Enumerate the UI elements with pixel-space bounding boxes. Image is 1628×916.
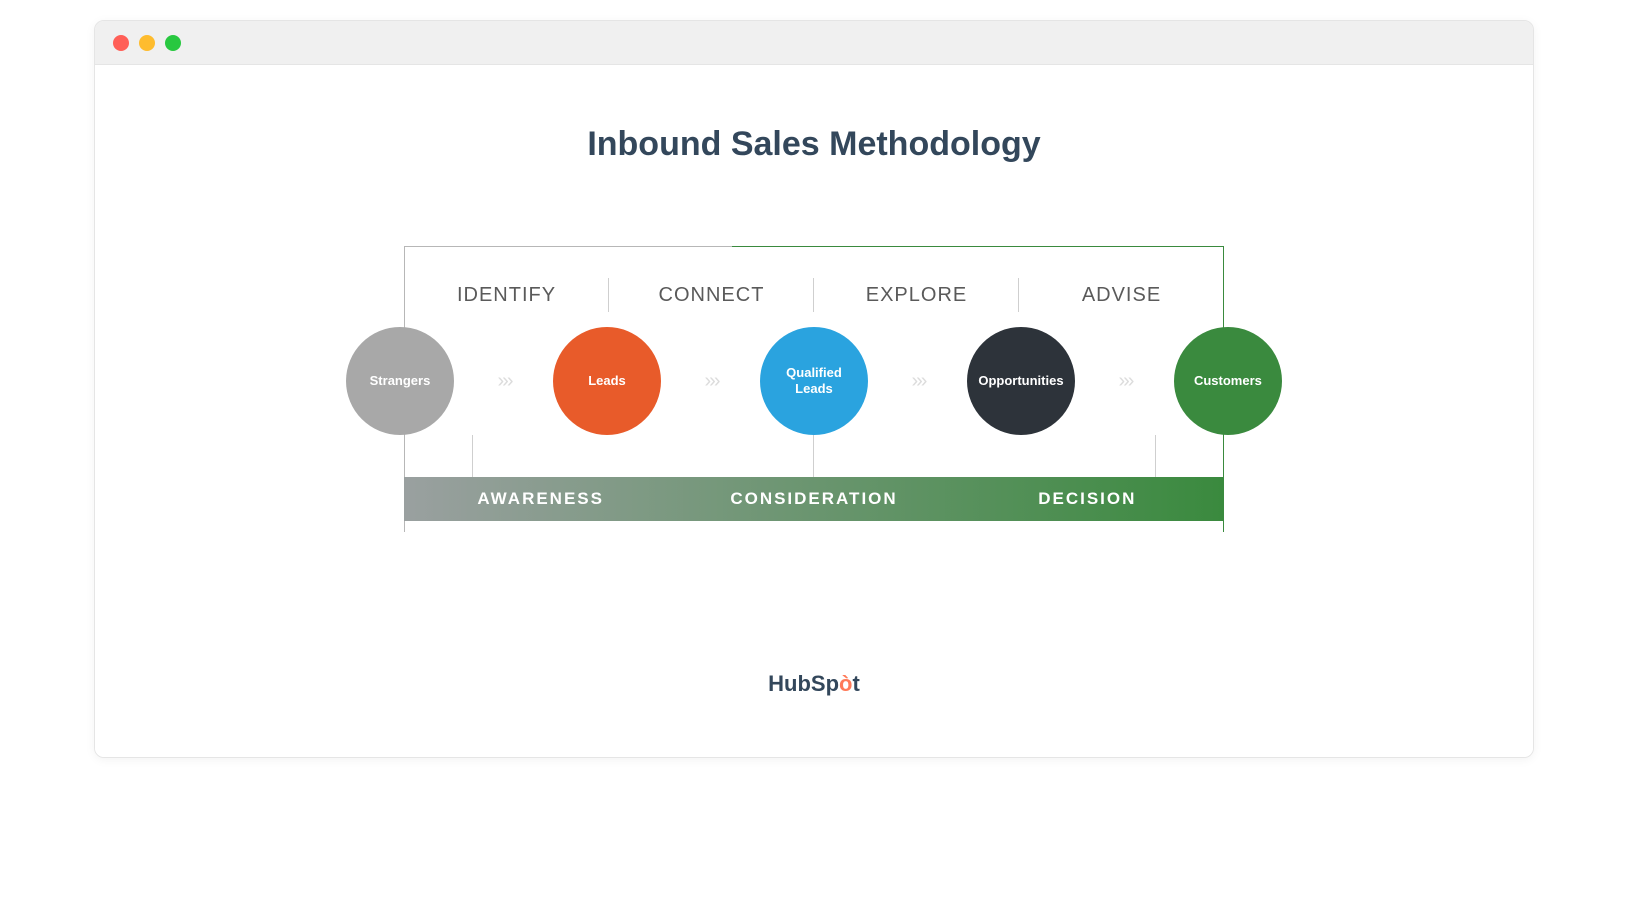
- brand-accent: ò: [839, 671, 852, 696]
- funnel-node: Qualified Leads: [760, 327, 868, 435]
- close-icon[interactable]: [113, 35, 129, 51]
- funnel-node: Opportunities: [967, 327, 1075, 435]
- stage-label: EXPLORE: [814, 284, 1019, 307]
- brand-post: t: [853, 671, 860, 696]
- stage-label: CONNECT: [609, 284, 814, 307]
- brand-logo-text: HubSpòt: [768, 671, 860, 697]
- phase-label: AWARENESS: [404, 477, 677, 521]
- browser-window: Inbound Sales Methodology IDENTIFYCONNEC…: [94, 20, 1534, 758]
- frame-top-accent: [732, 246, 1224, 247]
- funnel-node: Strangers: [346, 327, 454, 435]
- phase-bar: AWARENESSCONSIDERATIONDECISION: [404, 477, 1224, 521]
- connector-cell: [677, 435, 950, 477]
- chevron-icon: ›››: [704, 370, 716, 393]
- slide-content: Inbound Sales Methodology IDENTIFYCONNEC…: [95, 65, 1533, 757]
- stage-label: ADVISE: [1019, 284, 1224, 307]
- funnel-node: Customers: [1174, 327, 1282, 435]
- chevron-icon: ›››: [1118, 370, 1130, 393]
- phase-label: CONSIDERATION: [677, 477, 950, 521]
- connector-line: [472, 435, 473, 477]
- brand-pre: HubSp: [768, 671, 839, 696]
- zoom-icon[interactable]: [165, 35, 181, 51]
- stage-label: IDENTIFY: [404, 284, 609, 307]
- phase-label: DECISION: [951, 477, 1224, 521]
- funnel-node: Leads: [553, 327, 661, 435]
- stage-labels-row: IDENTIFYCONNECTEXPLOREADVISE: [404, 284, 1224, 307]
- connector-line: [1155, 435, 1156, 477]
- nodes-row: Strangers ››› Leads ››› Qualified Leads ››› Op…: [346, 327, 1282, 435]
- connector-cell: [404, 435, 677, 477]
- methodology-diagram: IDENTIFYCONNECTEXPLOREADVISE Strangers››…: [404, 284, 1224, 521]
- brand-footer: HubSpòt: [135, 671, 1493, 697]
- connector-cell: [951, 435, 1224, 477]
- chevron-icon: ›››: [497, 370, 509, 393]
- minimize-icon[interactable]: [139, 35, 155, 51]
- chevron-icon: ›››: [911, 370, 923, 393]
- slide-title: Inbound Sales Methodology: [135, 125, 1493, 164]
- connector-line: [813, 435, 814, 477]
- window-titlebar: [95, 21, 1533, 65]
- connector-row: [404, 435, 1224, 477]
